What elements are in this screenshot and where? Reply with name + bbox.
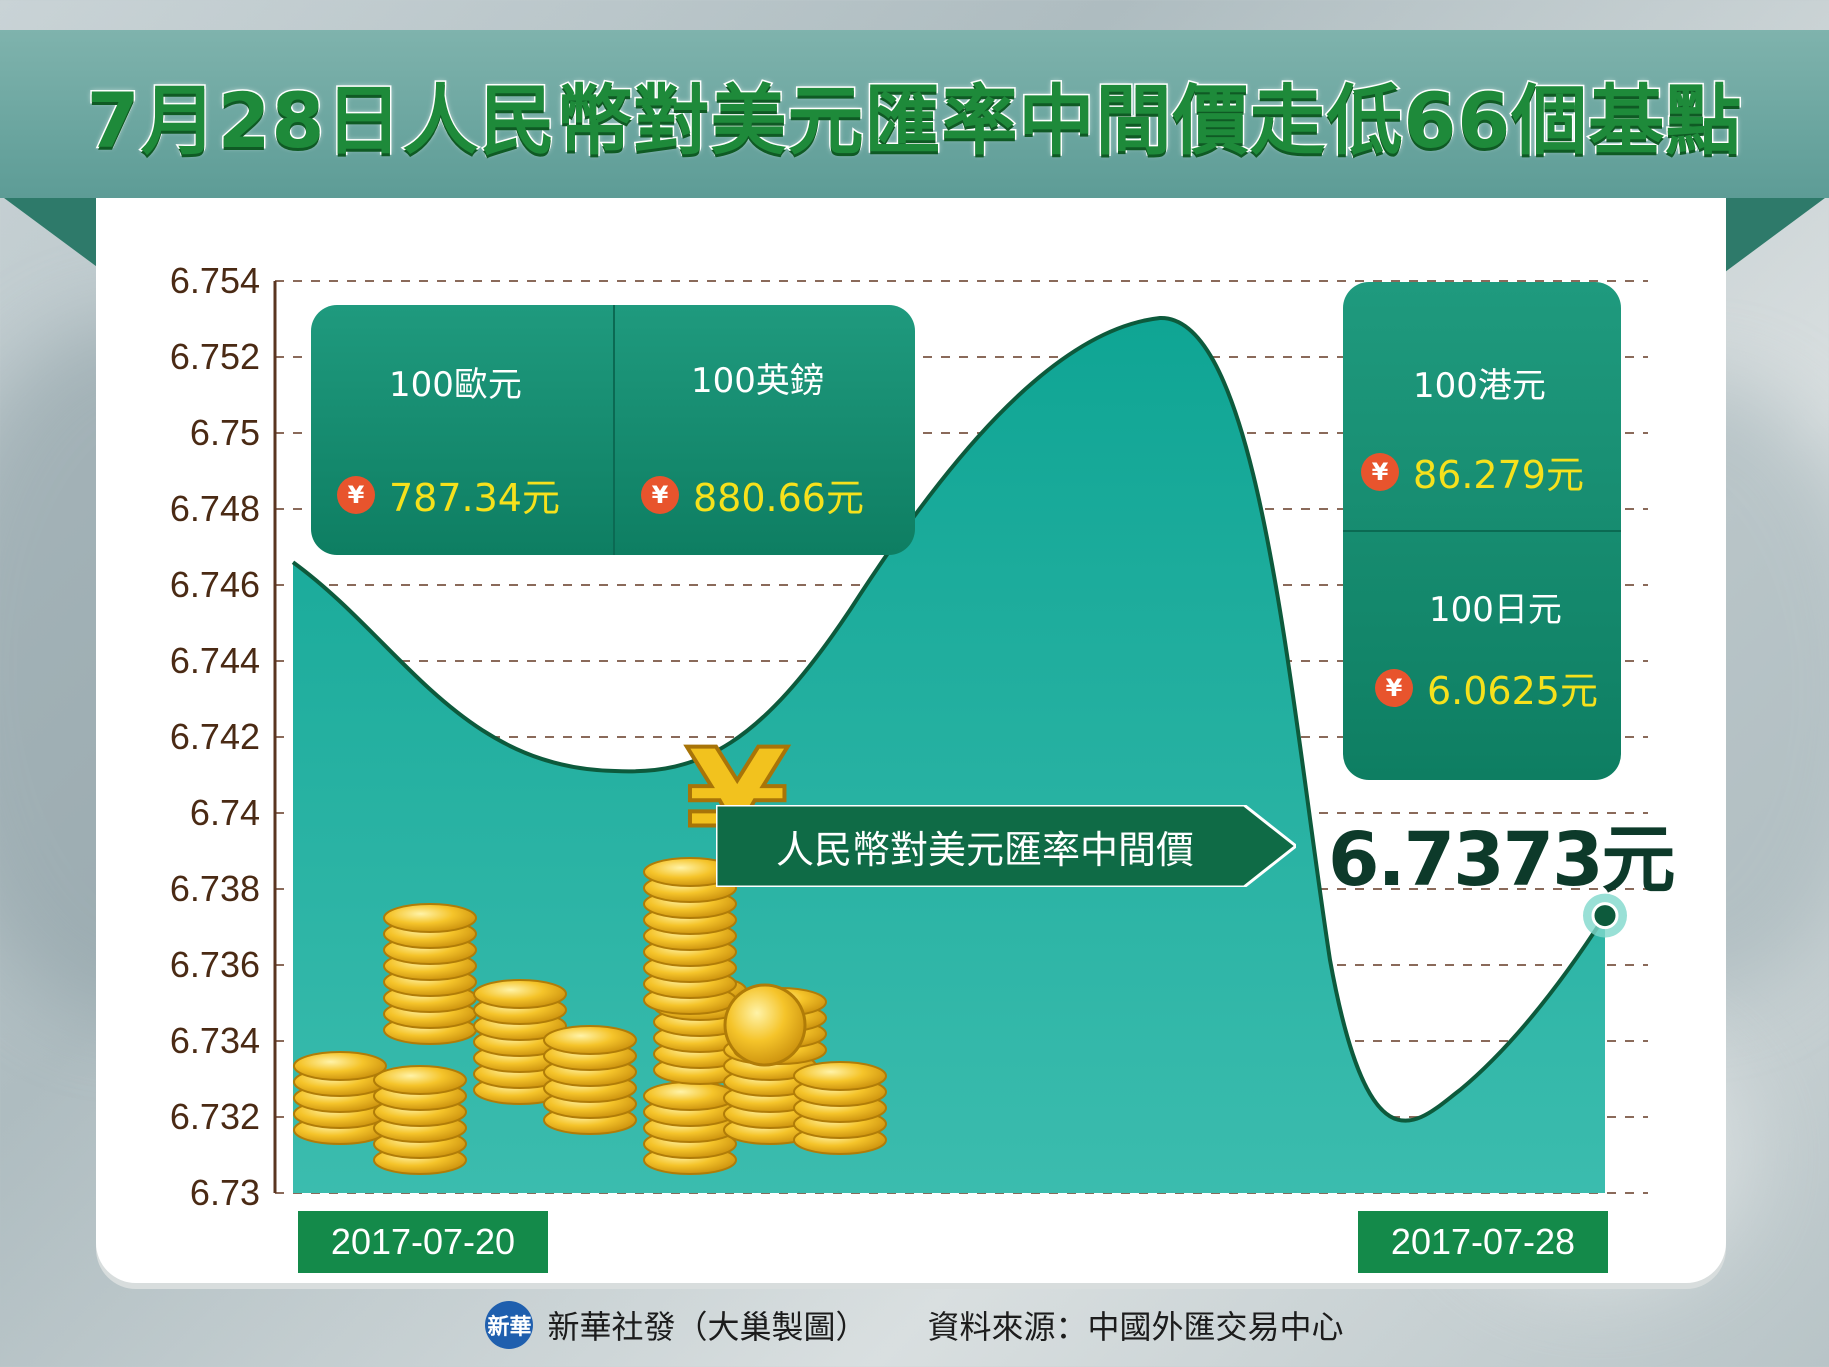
yen-badge-icon: ¥ bbox=[1375, 668, 1413, 707]
source-text: 資料來源：中國外匯交易中心 bbox=[927, 1308, 1344, 1346]
current-rate-value: 6.7373元 bbox=[1328, 817, 1676, 903]
y-tick-label: 6.736 bbox=[169, 944, 260, 985]
x-label-start: 2017-07-20 bbox=[298, 1211, 548, 1273]
banner-fold-left bbox=[0, 195, 108, 275]
hkd-value: 86.279元 bbox=[1413, 453, 1584, 497]
yen-badge-icon: ¥ bbox=[337, 475, 375, 514]
rate-panel-eur-gbp: 100歐元 ¥ 787.34元 100英鎊 ¥ 880.66元 bbox=[311, 305, 915, 555]
y-tick-label: 6.748 bbox=[169, 488, 260, 529]
footer: 新華 新華社發（大巢製圖） 資料來源：中國外匯交易中心 bbox=[0, 1290, 1829, 1360]
yen-badge-icon: ¥ bbox=[1361, 452, 1399, 491]
callout-label: 人民幣對美元匯率中間價 bbox=[776, 827, 1195, 872]
y-tick-label: 6.738 bbox=[169, 868, 260, 909]
rate-area bbox=[293, 317, 1605, 1194]
x-label-end: 2017-07-28 bbox=[1358, 1211, 1608, 1273]
y-tick-label: 6.74 bbox=[189, 792, 260, 833]
xinhua-logo-icon: 新華 bbox=[485, 1301, 534, 1349]
y-tick-label: 6.742 bbox=[169, 716, 260, 757]
gbp-value: 880.66元 bbox=[693, 476, 864, 520]
jpy-value: 6.0625元 bbox=[1427, 669, 1598, 713]
banner-fold-right bbox=[1721, 195, 1829, 275]
y-tick-label: 6.75 bbox=[189, 412, 260, 453]
gbp-value-row: ¥ 880.66元 bbox=[641, 467, 864, 522]
rate-panel-hkd-jpy: 100港元 ¥ 86.279元 100日元 ¥ 6.0625元 bbox=[1343, 282, 1621, 780]
eur-value: 787.34元 bbox=[389, 476, 560, 520]
y-tick-label: 6.752 bbox=[169, 336, 260, 377]
y-tick-label: 6.744 bbox=[169, 640, 260, 681]
y-tick-label: 6.754 bbox=[169, 260, 260, 301]
end-point-marker bbox=[1591, 902, 1619, 930]
y-tick-label: 6.73 bbox=[189, 1172, 260, 1213]
jpy-label: 100日元 bbox=[1429, 590, 1562, 630]
publisher-credit: 新華 新華社發（大巢製圖） bbox=[485, 1301, 868, 1349]
coin-stack-icon bbox=[293, 857, 887, 1175]
page-title: 7月28日人民幣對美元匯率中間價走低66個基點 bbox=[85, 75, 1743, 167]
publisher-text: 新華社發（大巢製圖） bbox=[547, 1308, 868, 1346]
y-tick-label: 6.734 bbox=[169, 1020, 260, 1061]
jpy-value-row: ¥ 6.0625元 bbox=[1375, 660, 1598, 715]
yen-badge-icon: ¥ bbox=[641, 475, 679, 514]
hkd-value-row: ¥ 86.279元 bbox=[1361, 444, 1584, 499]
gbp-label: 100英鎊 bbox=[691, 361, 824, 401]
y-tick-label: 6.746 bbox=[169, 564, 260, 605]
rate-callout: 人民幣對美元匯率中間價 bbox=[716, 805, 1296, 887]
eur-label: 100歐元 bbox=[389, 365, 522, 405]
rate-line bbox=[291, 315, 1607, 1123]
eur-value-row: ¥ 787.34元 bbox=[337, 467, 560, 522]
y-tick-label: 6.732 bbox=[169, 1096, 260, 1137]
title-banner: 7月28日人民幣對美元匯率中間價走低66個基點 bbox=[0, 30, 1829, 198]
hkd-label: 100港元 bbox=[1413, 366, 1546, 406]
